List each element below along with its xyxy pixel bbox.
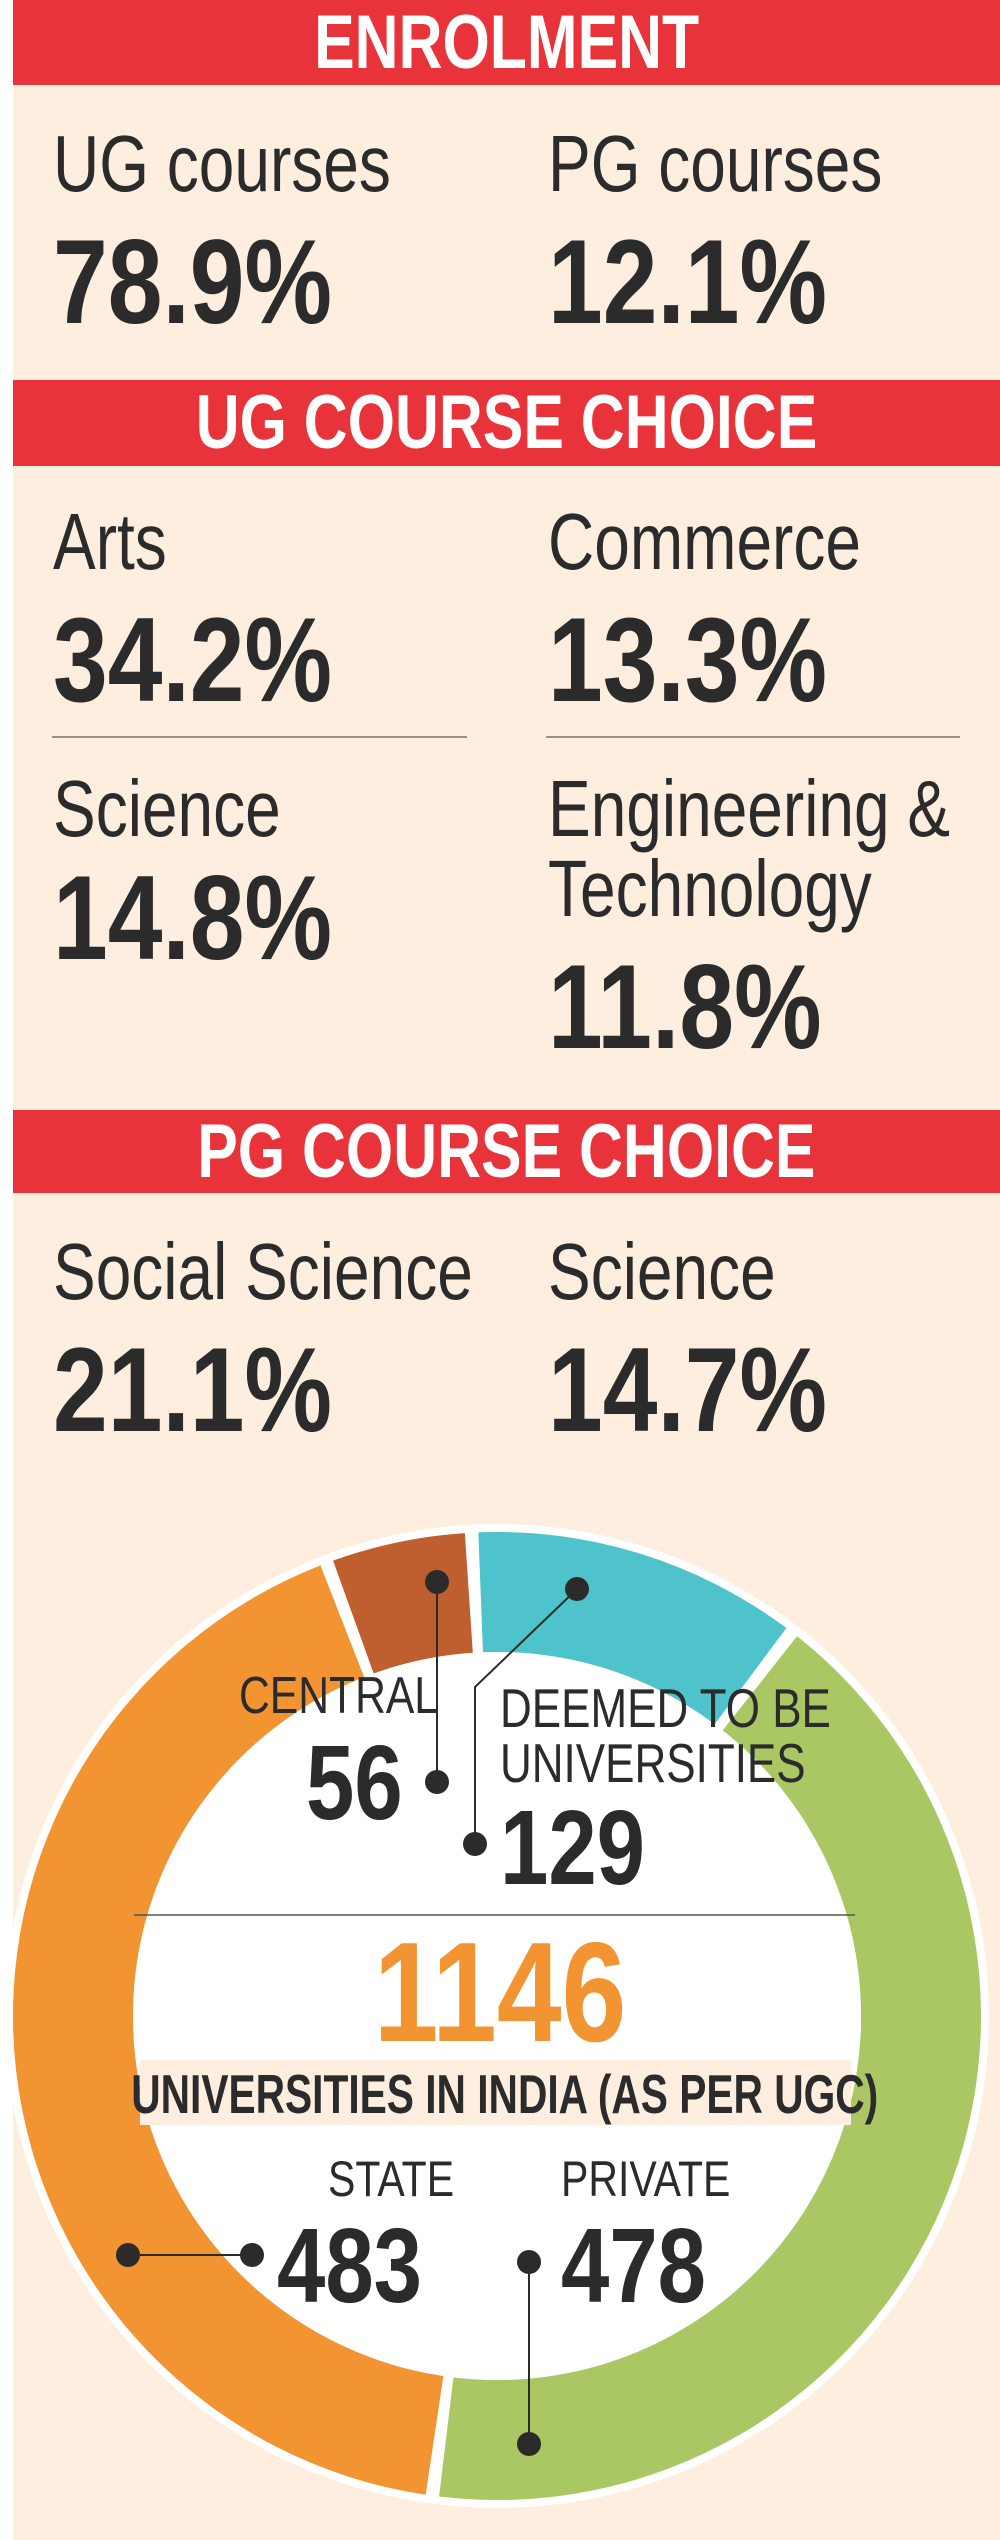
caption-wrap: UNIVERSITIES IN INDIA (AS PER UGC)	[0, 2067, 1000, 2122]
arts-label: Arts	[53, 497, 167, 586]
deemed-leader-line	[474, 1588, 578, 1844]
pg-choice-title: PG COURSE CHOICE	[197, 1109, 816, 1194]
private-label: PRIVATE	[561, 2151, 731, 2207]
enrolment-title: ENROLMENT	[313, 0, 700, 85]
private-leader-dot-start	[517, 2250, 541, 2274]
ug-courses-value: 78.9%	[53, 215, 333, 349]
state-leader-dot-end	[240, 2243, 264, 2267]
engineering-value: 11.8%	[548, 940, 822, 1074]
donut-slice-deemed-to-be-universities	[478, 1532, 787, 1725]
pg-science-label: Science	[548, 1227, 776, 1316]
arts-value: 34.2%	[53, 593, 333, 727]
total-caption: UNIVERSITIES IN INDIA (AS PER UGC)	[131, 2063, 879, 2125]
commerce-value: 13.3%	[548, 593, 828, 727]
donut-slice-private	[439, 1636, 981, 2500]
state-label: STATE	[328, 2151, 455, 2207]
deemed-label-line1: DEEMED TO BE	[500, 1677, 831, 1739]
social-science-value: 21.1%	[53, 1323, 333, 1457]
state-value: 483	[277, 2207, 423, 2325]
engineering-label-line2: Technology	[548, 844, 872, 933]
science-value: 14.8%	[53, 851, 333, 985]
ug-choice-header: UG COURSE CHOICE	[13, 380, 1000, 466]
engineering-label-line1: Engineering &	[548, 764, 951, 853]
science-label: Science	[53, 764, 281, 853]
total-universities-value: 1146	[373, 1913, 627, 2072]
central-leader-dot-end	[425, 1770, 449, 1794]
divider-right	[546, 736, 960, 738]
deemed-value: 129	[500, 1789, 646, 1907]
central-value: 56	[306, 1724, 403, 1842]
pg-courses-label: PG courses	[548, 119, 883, 208]
deemed-label-line2: UNIVERSITIES	[500, 1732, 806, 1794]
caption-band	[140, 2060, 851, 2125]
deemed-leader-dot-end	[463, 1832, 487, 1856]
ug-courses-label: UG courses	[53, 119, 391, 208]
pg-choice-header: PG COURSE CHOICE	[13, 1110, 1000, 1193]
central-label: CENTRAL	[239, 1667, 439, 1725]
private-value: 478	[561, 2207, 707, 2325]
commerce-label: Commerce	[548, 497, 861, 586]
state-leader-dot-start	[116, 2243, 140, 2267]
enrolment-header: ENROLMENT	[13, 0, 1000, 85]
donut-hole	[133, 1652, 861, 2380]
central-leader-dot-start	[425, 1570, 449, 1594]
ug-choice-title: UG COURSE CHOICE	[195, 380, 818, 465]
total-wrap: 1146	[0, 1922, 1000, 2064]
social-science-label: Social Science	[53, 1227, 473, 1316]
divider-left	[52, 736, 467, 738]
private-leader-dot-end	[517, 2432, 541, 2456]
deemed-leader-dot-start	[565, 1577, 589, 1601]
pg-science-value: 14.7%	[548, 1323, 828, 1457]
pg-courses-value: 12.1%	[548, 215, 828, 349]
